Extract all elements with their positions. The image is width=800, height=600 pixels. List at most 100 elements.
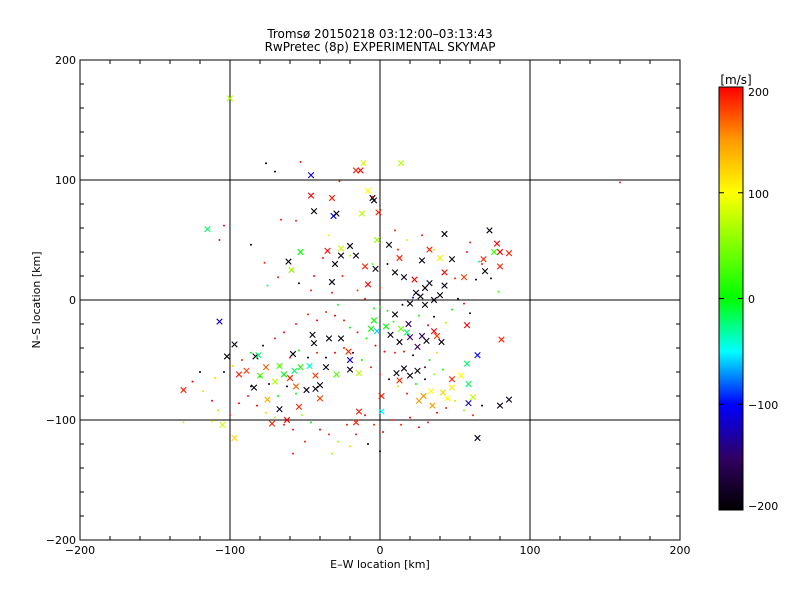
data-point-dot <box>397 385 399 388</box>
x-tick-label: 200 <box>670 544 691 557</box>
data-point-dot <box>364 297 366 300</box>
data-point-dot <box>352 351 354 354</box>
colorbar-tick-label: 100 <box>748 188 769 201</box>
data-point-cross <box>333 371 340 378</box>
data-point-dot <box>250 243 252 246</box>
data-point-cross <box>355 370 363 377</box>
data-point-dot <box>182 421 185 424</box>
data-point-dot <box>250 351 252 354</box>
data-point-cross <box>385 241 393 248</box>
data-point-cross <box>325 335 333 342</box>
data-point-dot <box>232 365 234 367</box>
data-point-dot <box>388 378 390 381</box>
data-point-cross <box>291 367 298 374</box>
data-point-dot <box>277 276 279 279</box>
data-point-cross <box>444 395 451 402</box>
data-point-cross <box>378 408 385 415</box>
data-point-dot <box>481 404 483 407</box>
data-point-cross <box>498 336 505 343</box>
data-point-cross <box>441 282 448 289</box>
data-point-dot <box>307 313 309 316</box>
data-point-cross <box>406 300 414 307</box>
data-point-cross <box>393 370 400 377</box>
data-point-cross <box>306 362 313 370</box>
data-point-cross <box>430 296 438 304</box>
data-point-cross <box>474 434 481 442</box>
data-point-dot <box>436 351 438 354</box>
data-point-dot <box>379 306 381 309</box>
y-tick-label: −100 <box>46 414 76 427</box>
data-point-cross <box>235 371 243 378</box>
data-point-cross <box>361 263 369 270</box>
data-point-dot <box>217 409 219 412</box>
data-point-cross <box>421 301 429 308</box>
data-point-dot <box>424 378 426 381</box>
chart-subtitle: RwPretec (8p) EXPERIMENTAL SKYMAP <box>265 40 496 54</box>
data-point-cross <box>496 263 504 270</box>
data-point-dot <box>328 433 330 436</box>
data-point-cross <box>417 293 424 300</box>
data-point-dot <box>466 251 468 253</box>
x-tick-label: −200 <box>65 544 95 557</box>
data-point-dot <box>356 289 359 292</box>
data-point-cross <box>465 400 472 407</box>
data-point-dot <box>338 180 341 183</box>
data-point-cross <box>256 372 264 379</box>
data-point-dot <box>361 359 363 361</box>
data-point-cross <box>216 318 223 325</box>
data-point-cross <box>415 397 423 404</box>
y-tick-labels: −200 −100 0 100 200 <box>46 54 76 547</box>
data-point-dot <box>202 390 204 393</box>
data-point-cross <box>289 350 297 358</box>
data-point-cross <box>295 403 303 410</box>
colorbar-tick-label: −100 <box>748 399 778 412</box>
data-point-dot <box>379 450 381 453</box>
data-point-cross <box>397 325 405 332</box>
data-point-cross <box>292 383 300 390</box>
data-point-dot <box>304 440 306 443</box>
data-point-cross <box>352 419 360 426</box>
data-point-dot <box>325 356 327 359</box>
data-point-dot <box>497 290 500 293</box>
y-tick-label: 0 <box>69 294 76 307</box>
y-tick-label: 200 <box>55 54 76 67</box>
colorbar-tick-label: −200 <box>748 500 778 513</box>
data-point-dot <box>268 383 270 385</box>
data-point-cross <box>375 209 382 216</box>
data-point-dot <box>469 312 471 315</box>
data-point-dot <box>313 275 315 277</box>
data-point-cross <box>337 252 345 259</box>
data-point-dot <box>274 170 276 173</box>
data-point-dot <box>457 297 459 300</box>
data-point-cross <box>490 248 498 256</box>
data-point-dot <box>223 224 225 227</box>
data-point-dot <box>451 308 453 311</box>
data-point-cross <box>505 250 513 257</box>
data-points <box>180 95 621 455</box>
data-point-dot <box>349 445 351 448</box>
data-point-dot <box>262 344 264 347</box>
x-tick-label: 0 <box>377 544 384 557</box>
data-point-dot <box>250 385 252 388</box>
data-point-cross <box>358 210 366 217</box>
data-point-dot <box>265 162 267 165</box>
data-point-dot <box>445 321 447 324</box>
data-point-dot <box>386 263 389 265</box>
data-point-dot <box>424 366 426 369</box>
data-point-cross <box>378 392 385 400</box>
data-point-cross <box>481 268 489 275</box>
data-point-cross <box>286 374 294 382</box>
data-point-cross <box>297 364 304 371</box>
data-point-dot <box>409 416 411 419</box>
data-point-dot <box>310 289 312 292</box>
data-point-dot <box>289 356 291 359</box>
colorbar: [m/s] −200 −100 0 100 200 <box>718 73 778 513</box>
axis-ticks <box>79 59 681 541</box>
data-point-dot <box>392 320 395 323</box>
data-point-cross <box>441 230 448 238</box>
data-point-dot <box>319 428 321 431</box>
data-point-cross <box>406 372 414 379</box>
data-point-cross <box>465 380 472 388</box>
data-point-dot <box>266 284 269 287</box>
data-point-cross <box>276 406 283 413</box>
